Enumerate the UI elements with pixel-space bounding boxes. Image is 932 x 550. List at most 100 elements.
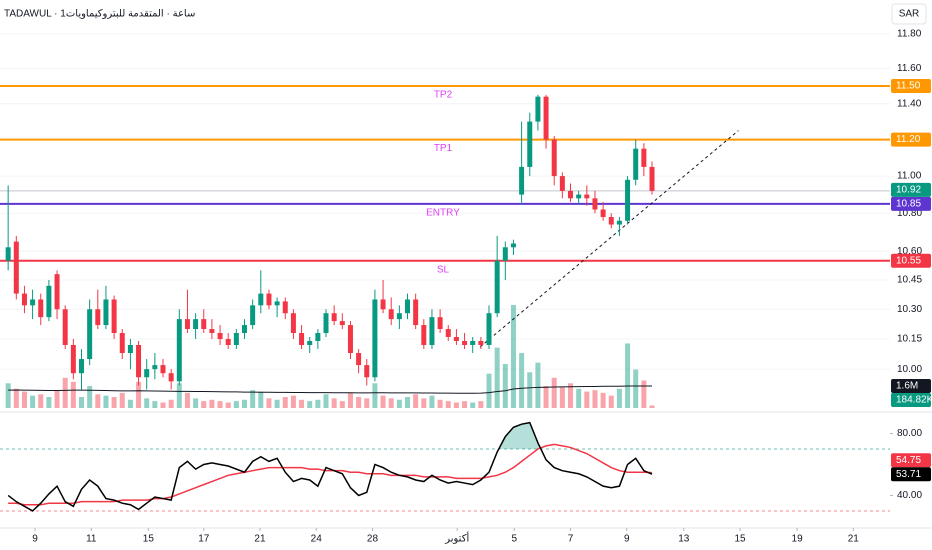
volume-bar bbox=[527, 372, 533, 408]
candle-body bbox=[225, 338, 231, 345]
volume-bar bbox=[168, 399, 174, 408]
volume-bar bbox=[127, 399, 133, 408]
candle-body bbox=[30, 299, 36, 306]
volume-bar bbox=[111, 397, 117, 408]
volume-bar bbox=[176, 383, 182, 408]
candle-body bbox=[160, 365, 166, 374]
last-price-label: 10.92 bbox=[896, 185, 921, 196]
candle-body bbox=[641, 148, 647, 167]
volume-bar bbox=[258, 391, 264, 408]
x-tick-label: 24 bbox=[311, 534, 323, 545]
candle-body bbox=[21, 293, 27, 306]
x-tick-label: 17 bbox=[198, 534, 210, 545]
x-tick-label: 5 bbox=[511, 534, 517, 545]
rsi-label: 53.71 bbox=[896, 469, 921, 480]
y-tick-label: 10.45 bbox=[897, 275, 922, 286]
volume-bar bbox=[21, 391, 27, 408]
y-tick-label: 11.00 bbox=[897, 171, 922, 182]
volume-ma-label: 1.6M bbox=[896, 381, 918, 392]
candle-body bbox=[38, 299, 44, 318]
volume-bar bbox=[136, 381, 142, 408]
volume-bar bbox=[608, 395, 614, 408]
volume-bar bbox=[576, 388, 582, 408]
volume-bar bbox=[633, 369, 639, 408]
candle-body bbox=[5, 247, 11, 261]
candle-body bbox=[209, 329, 215, 334]
candle-body bbox=[315, 333, 321, 341]
volume-bar bbox=[242, 399, 248, 408]
volume-bar bbox=[315, 399, 321, 408]
volume-bar bbox=[323, 394, 329, 408]
volume-bar bbox=[5, 383, 11, 408]
candle-body bbox=[290, 313, 296, 334]
candle-body bbox=[250, 305, 256, 326]
candle-body bbox=[103, 299, 109, 326]
x-tick-label: 19 bbox=[792, 534, 804, 545]
volume-bar bbox=[364, 398, 370, 408]
x-tick-label: 21 bbox=[254, 534, 266, 545]
candle-body bbox=[347, 325, 353, 354]
volume-bar bbox=[38, 394, 44, 408]
candle-body bbox=[551, 139, 557, 177]
volume-bar bbox=[152, 401, 158, 408]
candle-body bbox=[233, 333, 239, 345]
volume-bar bbox=[356, 397, 362, 408]
volume-bar bbox=[616, 388, 622, 408]
y-tick-label: 10.30 bbox=[897, 304, 922, 315]
volume-bar bbox=[568, 383, 574, 408]
y-tick-label: 10.00 bbox=[897, 364, 922, 375]
volume-bar bbox=[584, 391, 590, 408]
volume-bar bbox=[290, 395, 296, 408]
volume-ma bbox=[8, 385, 653, 394]
volume-bar bbox=[429, 395, 435, 408]
candle-body bbox=[266, 293, 272, 306]
volume-bar bbox=[307, 401, 313, 408]
volume-bar bbox=[339, 401, 345, 408]
volume-bar bbox=[46, 397, 52, 408]
rsi-ma-label-box bbox=[891, 453, 931, 468]
volume-bar bbox=[299, 399, 305, 408]
x-tick-label: 9 bbox=[624, 534, 630, 545]
volume-bar bbox=[486, 373, 492, 408]
rsi-overbought-fill bbox=[498, 422, 541, 449]
volume-bar bbox=[559, 387, 565, 408]
volume-bar bbox=[201, 401, 207, 408]
level-name: TP2 bbox=[434, 90, 453, 101]
volume-bar bbox=[184, 392, 190, 408]
candle-body bbox=[494, 260, 500, 314]
candle-body bbox=[168, 373, 174, 382]
volume-bar bbox=[470, 402, 476, 408]
candle-body bbox=[413, 299, 419, 326]
level-label: 10.85 bbox=[896, 199, 921, 210]
currency-button[interactable] bbox=[891, 3, 927, 25]
candle-body bbox=[600, 209, 606, 218]
candle-body bbox=[176, 319, 182, 382]
volume-bar bbox=[413, 394, 419, 408]
volume-bar bbox=[600, 392, 606, 408]
x-tick-label: 9 bbox=[32, 534, 38, 545]
candle-body bbox=[568, 190, 574, 199]
volume-bar bbox=[274, 399, 280, 408]
candle-body bbox=[405, 299, 411, 314]
candle-body bbox=[527, 121, 533, 167]
volume-bar bbox=[551, 377, 557, 408]
x-tick-label: 7 bbox=[568, 534, 574, 545]
volume-bar bbox=[649, 405, 655, 408]
candle-body bbox=[111, 299, 117, 334]
x-tick-label: أكتوبر bbox=[444, 532, 469, 545]
candle-body bbox=[323, 313, 329, 334]
candle-body bbox=[372, 299, 378, 378]
level-label-box bbox=[891, 79, 931, 94]
y-tick-label: 11.60 bbox=[897, 63, 922, 74]
chart-title: TADAWUL · 1ساعة · المتقدمة للبتروكيماويا… bbox=[4, 9, 195, 20]
volume-bar bbox=[30, 395, 36, 408]
volume-bar bbox=[144, 398, 150, 408]
candle-body bbox=[299, 333, 305, 345]
candle-body bbox=[13, 241, 19, 294]
candle-body bbox=[193, 319, 199, 330]
candle-body bbox=[152, 365, 158, 370]
level-label: 11.20 bbox=[896, 134, 921, 145]
rsi-ma-label: 54.75 bbox=[896, 455, 921, 466]
volume-bar bbox=[462, 401, 468, 408]
